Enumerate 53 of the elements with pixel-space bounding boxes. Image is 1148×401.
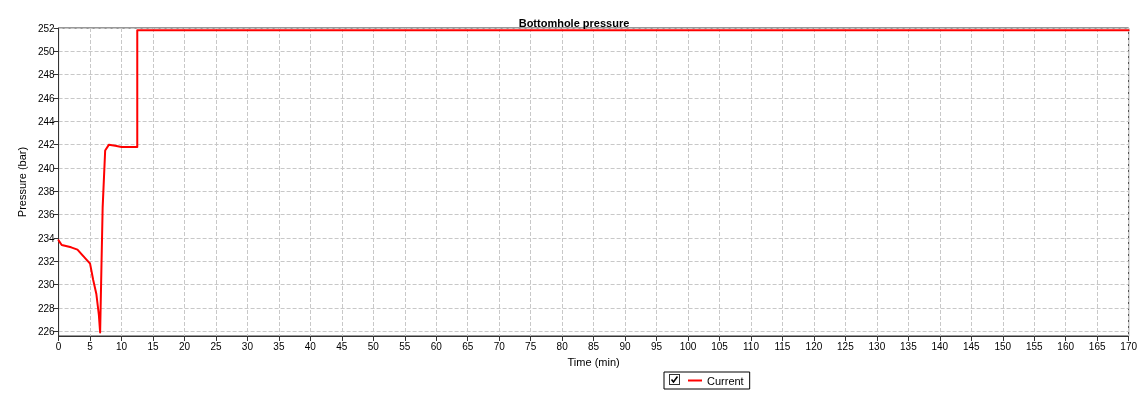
y-axis-title: Pressure (bar): [15, 146, 28, 218]
x-tick-label: 160: [1057, 340, 1075, 352]
x-tick-label: 55: [399, 340, 411, 352]
y-tick-label: 250: [37, 45, 56, 57]
x-tick-label: 25: [210, 340, 222, 352]
x-tick-label: 70: [493, 340, 506, 352]
x-tick-label: 80: [556, 340, 569, 352]
x-tick-label: 125: [837, 340, 855, 352]
x-tick-label: 60: [430, 340, 443, 352]
x-tick-label: 170: [1120, 340, 1138, 352]
x-tick-label: 35: [273, 340, 285, 352]
y-tick-label: 252: [37, 22, 56, 34]
x-tick-label: 150: [994, 340, 1012, 352]
y-tick-label: 246: [37, 92, 56, 104]
x-tick-label: 165: [1088, 340, 1106, 352]
y-tick-label: 244: [37, 115, 56, 127]
y-tick-label: 248: [37, 69, 56, 81]
x-tick-label: 85: [588, 340, 600, 352]
x-axis-title: Time (min): [567, 355, 620, 368]
x-tick-label: 45: [336, 340, 348, 352]
legend-label: Current: [707, 374, 744, 387]
x-tick-label: 155: [1025, 340, 1044, 352]
x-tick-label: 0: [55, 340, 62, 352]
chart-title: Bottomhole pressure: [518, 16, 630, 29]
x-tick-label: 105: [711, 340, 729, 352]
y-tick-label: 232: [37, 255, 56, 267]
x-tick-label: 90: [619, 340, 632, 352]
x-tick-label: 30: [241, 340, 254, 352]
x-tick-label: 135: [900, 340, 918, 352]
y-tick-label: 240: [37, 162, 56, 174]
x-tick-label: 20: [178, 340, 191, 352]
y-tick-label: 238: [37, 185, 56, 197]
y-tick-label: 234: [37, 232, 56, 244]
x-tick-label: 115: [774, 340, 791, 352]
x-tick-label: 15: [147, 340, 159, 352]
x-tick-label: 50: [367, 340, 380, 352]
x-tick-label: 120: [805, 340, 823, 352]
x-tick-label: 130: [868, 340, 886, 352]
x-tick-label: 65: [462, 340, 474, 352]
x-tick-label: 110: [743, 340, 760, 352]
x-tick-label: 140: [931, 340, 949, 352]
x-tick-label: 100: [679, 340, 697, 352]
x-tick-label: 145: [962, 340, 981, 352]
y-tick-label: 228: [37, 302, 56, 314]
x-tick-label: 75: [525, 340, 537, 352]
x-tick-label: 5: [87, 340, 94, 352]
y-tick-label: 226: [37, 325, 56, 337]
y-tick-label: 242: [37, 139, 56, 151]
y-tick-label: 230: [37, 279, 56, 291]
x-tick-label: 40: [304, 340, 317, 352]
y-tick-label: 236: [37, 209, 56, 221]
x-tick-label: 10: [115, 340, 128, 352]
x-tick-label: 95: [651, 340, 663, 352]
